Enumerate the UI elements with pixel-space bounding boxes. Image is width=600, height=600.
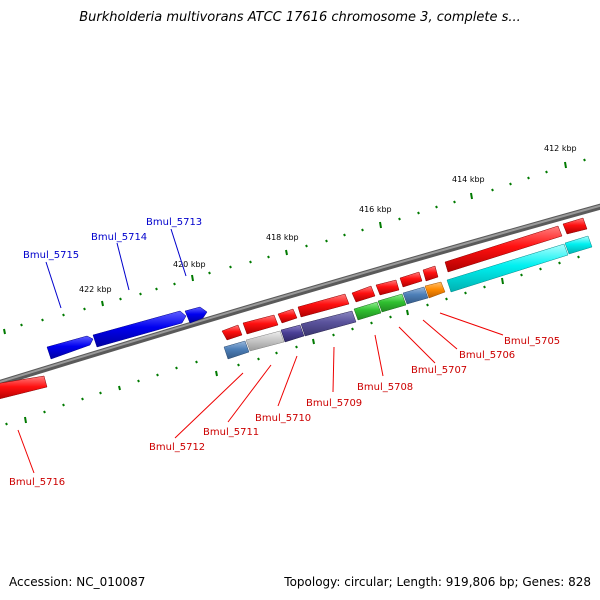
- forward-leader-lines: [45, 228, 187, 309]
- feature-bmul-5707[interactable]: [402, 286, 429, 305]
- label-bmul-5708[interactable]: Bmul_5708: [357, 382, 413, 393]
- feature-green-b[interactable]: [377, 293, 407, 313]
- gene-red-i[interactable]: [444, 225, 563, 273]
- label-bmul-5706[interactable]: Bmul_5706: [459, 350, 515, 361]
- map-title: Burkholderia multivorans ATCC 17616 chro…: [79, 10, 521, 25]
- gene-bmul-5714[interactable]: [92, 310, 187, 348]
- label-bmul-5709[interactable]: Bmul_5709: [306, 398, 362, 409]
- label-bmul-5715[interactable]: Bmul_5715: [23, 250, 79, 261]
- kbp-label-418: 418 kbp: [266, 233, 299, 242]
- inner-tick-track: [5, 255, 580, 426]
- gene-bmul-5715[interactable]: [46, 335, 94, 360]
- label-bmul-5707[interactable]: Bmul_5707: [411, 365, 467, 376]
- kbp-label-412: 412 kbp: [544, 144, 577, 153]
- gene-bmul-5716[interactable]: [0, 375, 48, 400]
- gene-red-g[interactable]: [399, 271, 423, 288]
- label-bmul-5705[interactable]: Bmul_5705: [504, 336, 560, 347]
- feature-bmul-5710[interactable]: [280, 324, 305, 343]
- label-bmul-5712[interactable]: Bmul_5712: [149, 442, 205, 453]
- outer-tick-track: [3, 158, 586, 335]
- gene-red-h[interactable]: [422, 265, 439, 282]
- gene-red-a[interactable]: [221, 324, 243, 341]
- feature-row: [223, 235, 593, 360]
- label-bmul-5714[interactable]: Bmul_5714: [91, 232, 147, 243]
- gene-red-f[interactable]: [375, 279, 400, 296]
- feature-bmul-5711[interactable]: [245, 330, 285, 352]
- forward-strand-genes: [46, 306, 208, 360]
- label-bmul-5711[interactable]: Bmul_5711: [203, 427, 259, 438]
- gene-red-b[interactable]: [242, 314, 279, 335]
- kbp-label-416: 416 kbp: [359, 205, 392, 214]
- gene-red-e[interactable]: [351, 285, 376, 303]
- gene-bmul-5713[interactable]: [184, 306, 208, 324]
- feature-bmul-5709[interactable]: [300, 310, 357, 337]
- reverse-leader-lines: [17, 312, 504, 474]
- gene-red-c[interactable]: [277, 308, 298, 324]
- feature-bmul-5708[interactable]: [353, 301, 382, 321]
- gene-red-j[interactable]: [562, 217, 588, 235]
- label-bmul-5710[interactable]: Bmul_5710: [255, 413, 311, 424]
- topology-text: Topology: circular; Length: 919,806 bp; …: [284, 575, 591, 589]
- feature-bmul-5712[interactable]: [223, 340, 250, 360]
- genome-backbone: [0, 203, 600, 387]
- kbp-label-414: 414 kbp: [452, 175, 485, 184]
- kbp-label-422: 422 kbp: [79, 285, 112, 294]
- label-bmul-5716[interactable]: Bmul_5716: [9, 477, 65, 488]
- accession-text: Accession: NC_010087: [9, 575, 146, 589]
- feature-cyan-b[interactable]: [564, 235, 593, 255]
- feature-orange[interactable]: [424, 281, 446, 299]
- kbp-label-420: 420 kbp: [173, 260, 206, 269]
- feature-bmul-5705[interactable]: [446, 243, 569, 293]
- reverse-strand-genes: [0, 217, 588, 400]
- label-bmul-5713[interactable]: Bmul_5713: [146, 217, 202, 228]
- gene-red-d[interactable]: [297, 293, 350, 318]
